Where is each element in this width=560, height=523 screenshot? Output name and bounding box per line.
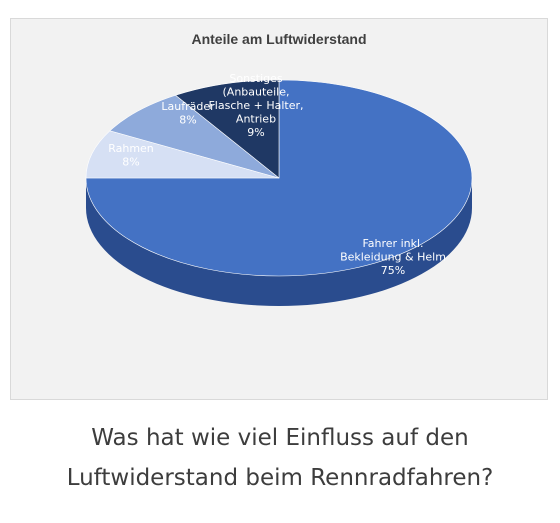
pie-slice-laufraeder — [109, 94, 280, 179]
pie-label-line: 8% — [179, 114, 196, 127]
pie-label-line: 8% — [122, 156, 139, 169]
pie-slice-fahrer — [85, 79, 473, 277]
pie-label-line: Bekleidung & Helm — [340, 251, 446, 264]
pie-label-line: Laufräder — [161, 100, 215, 113]
pie-label-sonstiges: Sonstiges (Anbauteile, Flasche + Halter, An… — [208, 72, 303, 139]
pie-label-line: Flasche + Halter, — [208, 99, 303, 112]
pie-slice-rahmen — [85, 130, 280, 179]
pie-label-laufraeder: Laufräder 8% — [161, 100, 215, 127]
caption-line-2: Luftwiderstand beim Rennradfahren? — [66, 465, 494, 491]
pie-label-rahmen: Rahmen 8% — [108, 142, 154, 169]
chart-title: Anteile am Luftwiderstand — [191, 31, 366, 47]
pie-label-line: Antrieb — [236, 113, 276, 126]
pie-chart: Anteile am Luftwiderstand Fahrer inkl. Be… — [85, 31, 473, 306]
pie-slice-sonstiges — [174, 79, 280, 179]
pie-label-line: 9% — [247, 126, 264, 139]
pie-label-line: Sonstiges — [229, 72, 283, 85]
chart-container: Anteile am Luftwiderstand Fahrer inkl. Be… — [10, 18, 548, 400]
pie-labels: Fahrer inkl. Bekleidung & Helm 75%Rahmen 8%… — [108, 72, 446, 277]
pie-label-line: Rahmen — [108, 142, 154, 155]
pie-side-fahrer — [86, 178, 472, 306]
pie-3d-sides — [86, 178, 472, 306]
pie-label-fahrer: Fahrer inkl. Bekleidung & Helm 75% — [340, 237, 446, 277]
caption-line-1: Was hat wie viel Einfluss auf den — [91, 425, 469, 451]
pie-label-line: 75% — [381, 264, 405, 277]
caption: Was hat wie viel Einfluss auf den Luftwi… — [0, 418, 560, 498]
pie-slices — [85, 79, 473, 277]
pie-label-line: Fahrer inkl. — [362, 237, 423, 250]
pie-label-line: (Anbauteile, — [223, 86, 290, 99]
